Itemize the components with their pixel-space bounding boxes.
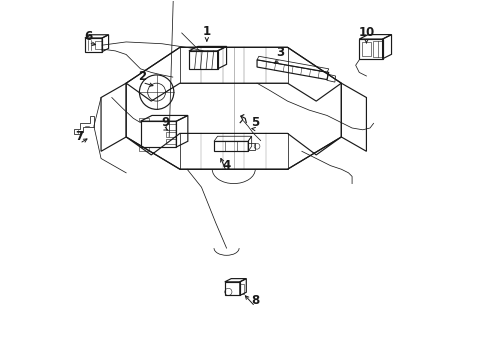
Text: 10: 10: [358, 27, 374, 40]
Text: 5: 5: [251, 116, 259, 129]
Text: 1: 1: [203, 25, 210, 38]
Text: 9: 9: [161, 116, 169, 129]
Text: 7: 7: [75, 130, 83, 144]
Text: 8: 8: [251, 294, 259, 307]
Text: 6: 6: [84, 30, 92, 43]
Text: 3: 3: [276, 46, 284, 59]
Text: 2: 2: [138, 69, 146, 82]
Text: 4: 4: [222, 159, 230, 172]
